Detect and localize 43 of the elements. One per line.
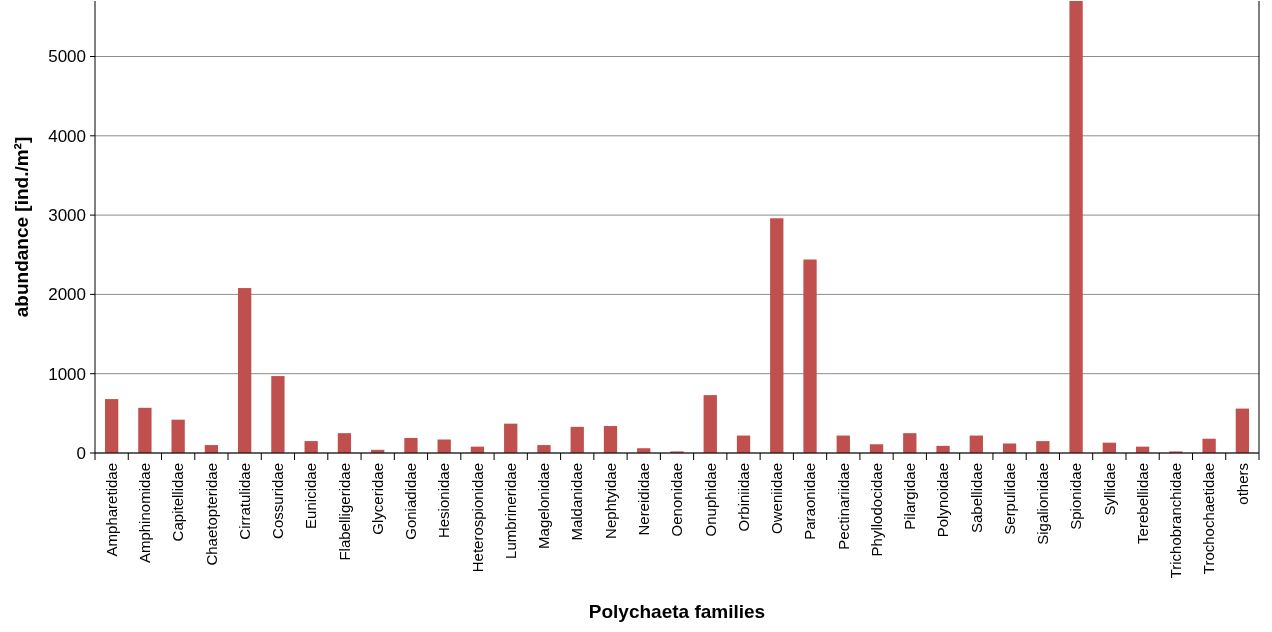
x-tick-label: Amphinomidae [136, 463, 154, 564]
x-tick-label: Spionidae [1067, 463, 1085, 530]
y-tick-label: 1000 [48, 364, 86, 384]
x-tick-label: Cirratulidae [235, 463, 253, 540]
y-tick-label: 5000 [48, 47, 86, 67]
x-tick-label: Sabellidae [967, 463, 985, 534]
y-tick-label: 3000 [48, 206, 86, 226]
y-tick-label: 2000 [48, 285, 86, 305]
x-tick-label: Goniadidae [402, 463, 420, 540]
x-tick-label: Capitellidae [169, 463, 187, 542]
x-axis-title: Polychaeta families [588, 601, 766, 622]
x-tick-label: Pilargidae [901, 463, 919, 530]
x-tick-label: Lumbrineridae [501, 463, 519, 559]
x-tick-label: Hesionidae [435, 463, 453, 539]
x-tick-label: Heterospionidae [468, 463, 486, 573]
x-tick-label: Oenonidae [668, 463, 686, 537]
x-tick-label: Trochochaetidae [1200, 463, 1218, 575]
x-tick-label: Sigalionidae [1034, 463, 1052, 545]
x-tick-label: Oweniidae [768, 463, 786, 534]
y-axis-title: abundance [ind./m²] [11, 136, 32, 318]
x-tick-label: Pectinariidae [834, 463, 852, 550]
x-tick-label: Nereididae [634, 463, 652, 536]
x-tick-label: Eunicidae [302, 463, 320, 529]
x-tick-label: Phyllodocidae [867, 463, 885, 557]
x-tick-label: Chaetopteridae [202, 463, 220, 566]
x-tick-label: Flabelligeridae [335, 463, 353, 561]
x-tick-label: Maldanidae [568, 463, 586, 541]
x-tick-label: Trichobranchidae [1167, 463, 1185, 579]
x-tick-label: Ampharetidae [102, 463, 120, 557]
x-tick-label: Cossuridae [269, 463, 287, 539]
x-tick-label: others [1233, 463, 1251, 505]
x-tick-label: Paraonidae [801, 463, 819, 540]
x-tick-label: Polynoidae [934, 463, 952, 538]
x-tick-label: Onuphidae [701, 463, 719, 537]
x-tick-label: Glyceridae [368, 463, 386, 535]
y-tick-label: 0 [76, 443, 86, 463]
x-tick-label: Magelonidae [535, 463, 553, 549]
x-tick-label: Serpulidae [1000, 463, 1018, 535]
x-tick-label: Terebellidae [1133, 463, 1151, 544]
x-tick-label: Nephtyidae [601, 463, 619, 539]
x-tick-label: Orbiniidae [734, 463, 752, 532]
x-tick-label: Syllidae [1100, 463, 1118, 516]
y-tick-label: 4000 [48, 126, 86, 146]
